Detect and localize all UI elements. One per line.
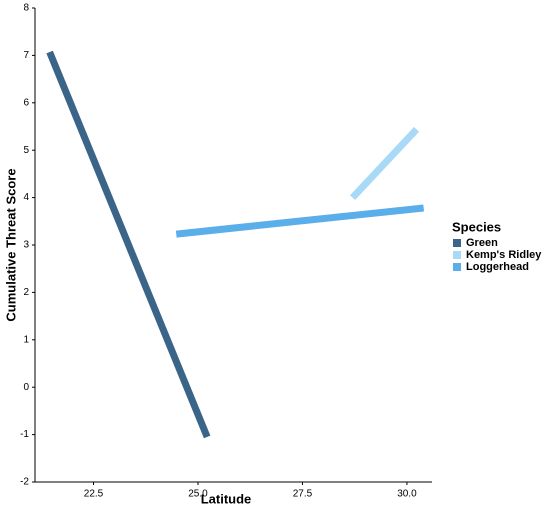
- series-line: [175, 204, 425, 238]
- legend-label: Green: [466, 237, 498, 249]
- y-tick-label: 0: [23, 382, 29, 393]
- y-tick-label: 7: [23, 50, 29, 61]
- legend-label: Loggerhead: [466, 261, 529, 273]
- y-tick-label: 5: [23, 145, 29, 156]
- legend-title: Species: [452, 219, 501, 234]
- x-axis-title: Latitude: [201, 491, 252, 506]
- y-tick-label: 1: [23, 334, 29, 345]
- y-tick-label: 8: [23, 3, 29, 14]
- x-tick-label: 30.0: [397, 489, 417, 500]
- legend-swatch: [453, 263, 461, 271]
- series-line: [350, 126, 420, 200]
- x-tick-label: 25.0: [188, 489, 208, 500]
- y-tick-label: -1: [20, 429, 29, 440]
- x-tick-label: 27.5: [293, 489, 313, 500]
- legend-swatch: [453, 251, 461, 259]
- y-tick-label: 2: [23, 287, 29, 298]
- x-tick-label: 22.5: [84, 489, 104, 500]
- legend-label: Kemp's Ridley: [466, 249, 542, 261]
- y-tick-label: 3: [23, 240, 29, 251]
- series-line: [46, 50, 211, 439]
- legend-swatch: [453, 239, 461, 247]
- y-axis-title: Cumulative Threat Score: [3, 168, 18, 321]
- y-tick-label: -2: [20, 477, 29, 488]
- y-tick-label: 4: [23, 192, 29, 203]
- y-tick-label: 6: [23, 97, 29, 108]
